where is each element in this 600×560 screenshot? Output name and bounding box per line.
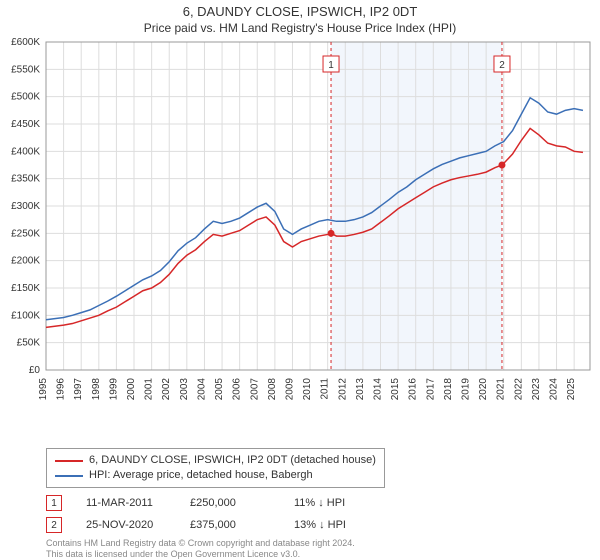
- marker-delta: 11% ↓ HPI: [294, 497, 374, 509]
- x-tick-label: 2023: [531, 378, 542, 401]
- x-tick-label: 2001: [144, 378, 155, 401]
- y-tick-label: £350K: [11, 174, 40, 185]
- marker-flag: 2: [499, 60, 505, 71]
- chart-area: £0 £50K £100K £150K £200K £250K £300K £350K £400…: [0, 38, 600, 438]
- y-tick-label: £200K: [11, 256, 40, 267]
- attribution: Contains HM Land Registry data © Crown c…: [46, 538, 355, 560]
- x-tick-label: 2022: [513, 378, 524, 401]
- x-tick-label: 2008: [267, 378, 278, 401]
- x-tick-label: 2019: [461, 378, 472, 401]
- chart-container: 6, DAUNDY CLOSE, IPSWICH, IP2 0DT Price …: [0, 0, 600, 560]
- y-tick-label: £150K: [11, 283, 40, 294]
- y-tick-label: £450K: [11, 119, 40, 130]
- marker-box: 1: [46, 495, 62, 511]
- x-tick-label: 2000: [126, 378, 137, 401]
- x-tick-label: 2021: [496, 378, 507, 401]
- legend-swatch: [55, 460, 83, 462]
- x-tick-label: 1996: [56, 378, 67, 401]
- y-tick-label: £250K: [11, 228, 40, 239]
- attribution-line2: This data is licensed under the Open Gov…: [46, 549, 355, 560]
- x-tick-label: 2011: [320, 378, 331, 400]
- legend-label: 6, DAUNDY CLOSE, IPSWICH, IP2 0DT (detac…: [89, 453, 376, 468]
- x-tick-label: 2005: [214, 378, 225, 401]
- y-tick-label: £500K: [11, 92, 40, 103]
- legend-swatch: [55, 475, 83, 477]
- attribution-line1: Contains HM Land Registry data © Crown c…: [46, 538, 355, 549]
- x-tick-label: 2014: [372, 378, 383, 401]
- x-tick-label: 2004: [196, 378, 207, 401]
- y-tick-label: £600K: [11, 38, 40, 48]
- x-tick-label: 2025: [566, 378, 577, 401]
- marker-price: £250,000: [190, 497, 270, 509]
- y-tick-label: £300K: [11, 201, 40, 212]
- x-tick-label: 1998: [91, 378, 102, 401]
- x-tick-label: 2015: [390, 378, 401, 401]
- x-tick-label: 2009: [284, 378, 295, 401]
- marker-date: 11-MAR-2011: [86, 497, 166, 509]
- x-tick-label: 2018: [443, 378, 454, 401]
- x-tick-label: 2010: [302, 378, 313, 401]
- marker-box: 2: [46, 517, 62, 533]
- x-tick-label: 1995: [38, 378, 49, 401]
- markers-table: 1 11-MAR-2011 £250,000 11% ↓ HPI 2 25-NOV-202…: [46, 492, 374, 536]
- marker-row-2: 2 25-NOV-2020 £375,000 13% ↓ HPI: [46, 514, 374, 536]
- legend-row-hpi: HPI: Average price, detached house, Babe…: [55, 468, 376, 483]
- y-tick-label: £400K: [11, 146, 40, 157]
- marker-date: 25-NOV-2020: [86, 519, 166, 531]
- y-tick-label: £50K: [17, 338, 41, 349]
- chart-title: 6, DAUNDY CLOSE, IPSWICH, IP2 0DT: [0, 4, 600, 19]
- x-tick-label: 2012: [337, 378, 348, 401]
- marker-price: £375,000: [190, 519, 270, 531]
- x-tick-label: 2002: [161, 378, 172, 401]
- y-tick-label: £550K: [11, 64, 40, 75]
- x-tick-label: 1999: [108, 378, 119, 401]
- marker-row-1: 1 11-MAR-2011 £250,000 11% ↓ HPI: [46, 492, 374, 514]
- x-tick-label: 1997: [73, 378, 84, 401]
- x-tick-label: 2007: [249, 378, 260, 401]
- x-tick-label: 2016: [408, 378, 419, 401]
- x-tick-label: 2024: [549, 378, 560, 401]
- x-tick-label: 2013: [355, 378, 366, 401]
- legend: 6, DAUNDY CLOSE, IPSWICH, IP2 0DT (detac…: [46, 448, 385, 488]
- y-tick-label: £100K: [11, 310, 40, 321]
- titles: 6, DAUNDY CLOSE, IPSWICH, IP2 0DT Price …: [0, 0, 600, 35]
- chart-subtitle: Price paid vs. HM Land Registry's House …: [0, 21, 600, 35]
- marker-flag: 1: [328, 60, 334, 71]
- x-tick-label: 2006: [232, 378, 243, 401]
- x-tick-label: 2003: [179, 378, 190, 401]
- y-tick-label: £0: [29, 365, 41, 376]
- x-tick-label: 2020: [478, 378, 489, 401]
- marker-delta: 13% ↓ HPI: [294, 519, 374, 531]
- legend-label: HPI: Average price, detached house, Babe…: [89, 468, 313, 483]
- x-tick-label: 2017: [425, 378, 436, 401]
- series-hpi: [46, 98, 583, 320]
- legend-row-subject: 6, DAUNDY CLOSE, IPSWICH, IP2 0DT (detac…: [55, 453, 376, 468]
- chart-svg: £0 £50K £100K £150K £200K £250K £300K £350K £400…: [0, 38, 600, 438]
